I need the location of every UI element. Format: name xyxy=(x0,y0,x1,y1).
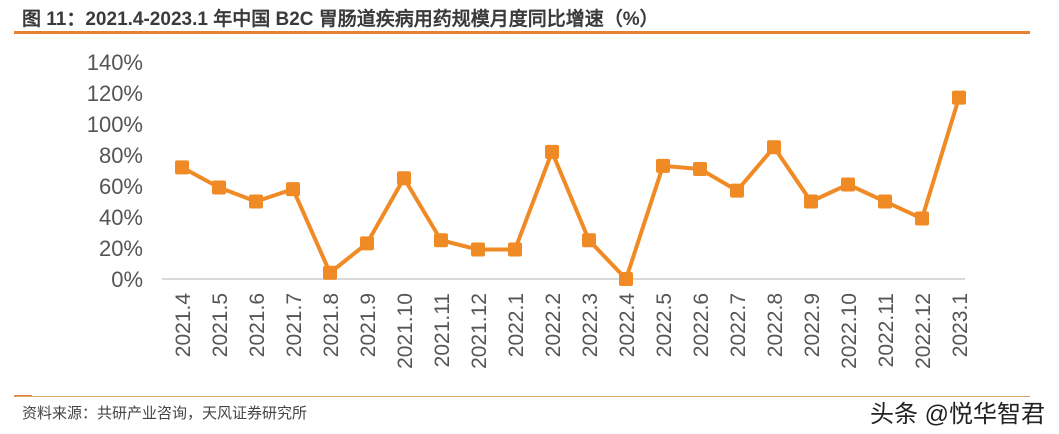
x-tick-label: 2021.8 xyxy=(320,293,343,357)
x-tick-label: 2022.8 xyxy=(764,293,787,357)
source-note: 资料来源：共研产业咨询，天风证券研究所 xyxy=(22,405,308,422)
data-point xyxy=(693,161,707,176)
data-point xyxy=(878,194,892,209)
x-tick-label: 2022.6 xyxy=(690,293,713,357)
y-tick-label: 20% xyxy=(99,236,143,261)
data-point xyxy=(360,236,374,251)
y-tick-label: 120% xyxy=(87,81,143,106)
data-point xyxy=(434,233,448,248)
y-tick-label: 140% xyxy=(87,50,143,75)
x-tick-label: 2021.4 xyxy=(172,293,195,358)
data-point xyxy=(619,272,633,286)
data-point xyxy=(397,171,411,186)
x-tick-label: 2021.5 xyxy=(209,293,232,357)
y-tick-label: 60% xyxy=(99,174,143,199)
x-tick-label: 2021.12 xyxy=(468,293,491,369)
data-point xyxy=(175,160,189,175)
y-tick-label: 100% xyxy=(87,112,143,137)
x-tick-label: 2021.6 xyxy=(246,293,269,357)
series-line xyxy=(181,97,961,281)
title-divider xyxy=(14,31,1030,34)
x-tick-label: 2021.9 xyxy=(357,293,380,357)
x-tick-label: 2022.3 xyxy=(579,293,602,357)
x-tick-label: 2021.11 xyxy=(431,293,454,367)
footer-divider xyxy=(14,396,1030,397)
data-point xyxy=(767,140,781,155)
y-tick-label: 0% xyxy=(111,267,143,292)
data-point xyxy=(952,90,966,105)
x-tick-label: 2022.1 xyxy=(505,293,528,357)
data-point xyxy=(545,144,559,159)
x-tick-label: 2022.11 xyxy=(875,293,898,367)
data-point xyxy=(656,158,670,173)
x-tick-label: 2022.5 xyxy=(653,293,676,357)
watermark: 头条 @悦华智君 xyxy=(869,401,1045,428)
x-tick-label: 2022.4 xyxy=(616,293,639,358)
y-tick-label: 40% xyxy=(99,205,143,230)
x-tick-label: 2021.10 xyxy=(394,293,417,369)
y-tick-label: 80% xyxy=(99,143,143,168)
x-tick-label: 2022.9 xyxy=(801,293,824,357)
data-point xyxy=(841,177,855,192)
data-point xyxy=(471,242,485,257)
data-point xyxy=(804,194,818,209)
data-point xyxy=(323,265,337,280)
data-point xyxy=(212,180,226,195)
x-tick-label: 2022.7 xyxy=(727,293,750,357)
data-point xyxy=(730,183,744,198)
data-point xyxy=(249,194,263,209)
x-tick-label: 2022.12 xyxy=(912,293,935,369)
x-tick-label: 2022.2 xyxy=(542,293,565,357)
x-tick-label: 2021.7 xyxy=(283,293,306,357)
data-point xyxy=(915,211,929,226)
figure-title: 图 11：2021.4-2023.1 年中国 B2C 胃肠道疾病用药规模月度同比… xyxy=(22,9,659,30)
x-tick-label: 2022.10 xyxy=(838,293,861,369)
data-point xyxy=(286,182,300,197)
data-point xyxy=(582,233,596,248)
x-tick-label: 2023.1 xyxy=(949,293,972,357)
data-point xyxy=(508,242,522,257)
